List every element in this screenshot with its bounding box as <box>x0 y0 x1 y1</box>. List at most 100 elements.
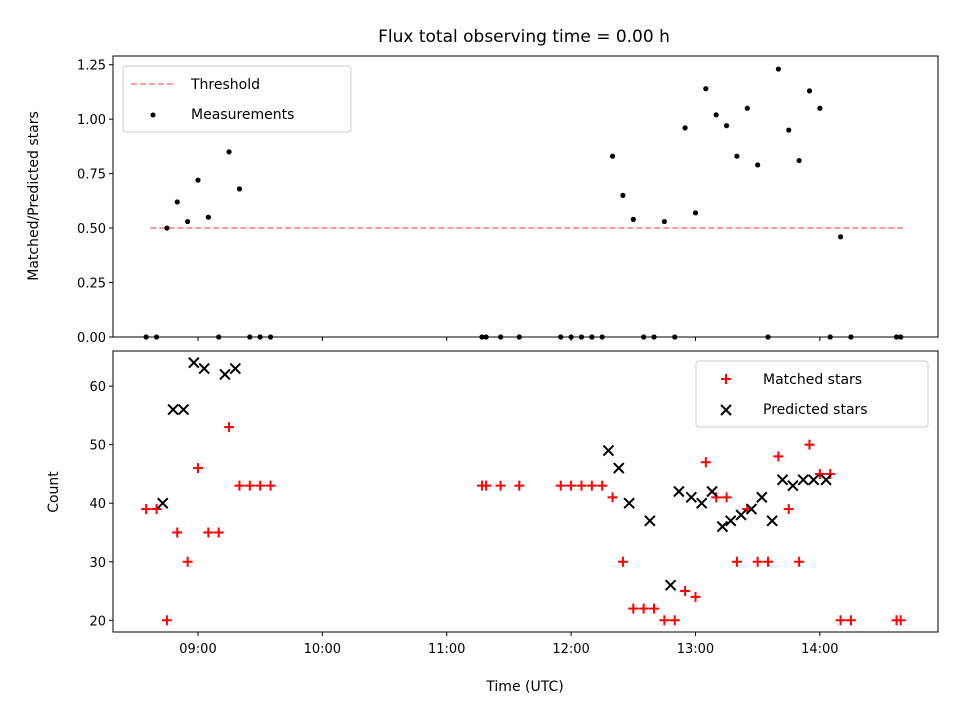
predicted-star-point <box>157 497 169 509</box>
marker-stroke <box>797 474 809 486</box>
y-tick-label: 20 <box>89 614 106 629</box>
predicted-star-point <box>706 485 718 498</box>
measurement-point <box>620 192 626 199</box>
marker-stroke <box>167 403 179 416</box>
measurement-point <box>786 127 792 133</box>
matched-star-point <box>161 615 172 626</box>
x-tick-label: 09:00 <box>179 642 216 657</box>
matched-star-point <box>213 527 224 538</box>
marker-stroke <box>756 491 768 504</box>
predicted-star-point <box>167 403 179 416</box>
matched-star-point <box>763 556 774 567</box>
matched-star-point <box>224 422 235 433</box>
matched-star-point <box>731 556 742 567</box>
measurement-point <box>837 234 844 240</box>
marker-stroke <box>673 485 685 498</box>
marker-stroke <box>613 462 625 474</box>
predicted-star-point <box>716 520 729 533</box>
predicted-star-point <box>177 403 190 416</box>
x-tick-label: 12:00 <box>552 642 589 657</box>
matched-star-point <box>495 480 506 491</box>
predicted-star-point <box>776 474 789 486</box>
legend-measurements-swatch <box>150 112 156 118</box>
predicted-star-point <box>644 515 656 527</box>
x-tick-label: 10:00 <box>304 642 341 657</box>
y-tick-label: 30 <box>89 556 106 571</box>
marker-stroke <box>229 362 242 375</box>
measurement-point <box>236 186 243 192</box>
matched-star-point <box>638 603 649 614</box>
y-tick-label: 60 <box>89 380 106 395</box>
matched-star-point <box>617 556 628 567</box>
matched-star-point <box>234 480 245 491</box>
matched-star-point <box>700 457 711 468</box>
measurement-point <box>661 218 667 225</box>
matched-star-point <box>711 492 722 503</box>
measurement-point <box>796 157 802 164</box>
matched-star-point <box>265 480 276 491</box>
matched-star-point <box>628 603 639 614</box>
predicted-star-point <box>745 503 758 515</box>
predicted-star-point <box>613 462 625 474</box>
count-chart-y-ticks: 20 30 40 50 60 <box>89 380 113 629</box>
matched-star-point <box>680 586 691 597</box>
legend-box <box>695 360 929 428</box>
ratio-chart-y-ticks: 0.00 0.25 0.50 0.75 1.00 1.25 <box>77 59 113 346</box>
x-tick-label: 14:00 <box>801 642 838 657</box>
marker-stroke <box>766 515 778 527</box>
predicted-star-point <box>725 515 737 527</box>
count-chart-y-label: Count <box>46 471 62 513</box>
predicted-star-point <box>787 479 799 492</box>
y-tick-label: 40 <box>89 497 106 512</box>
marker-stroke <box>695 497 708 509</box>
measurement-point <box>226 149 232 155</box>
measurement-point <box>775 66 781 72</box>
predicted-star-point <box>735 509 747 521</box>
predicted-star-point <box>766 515 778 527</box>
matched-star-point <box>244 480 255 491</box>
predicted-star-point <box>797 474 809 486</box>
marker-stroke <box>219 368 231 381</box>
legend-box <box>122 65 352 133</box>
measurement-point <box>703 86 709 92</box>
y-tick-label: 0.00 <box>77 331 106 346</box>
marker-stroke <box>725 515 737 527</box>
measurement-point <box>205 214 211 220</box>
matched-star-point <box>752 556 763 567</box>
measurement-point <box>744 105 750 111</box>
count-chart: 20 30 40 50 60 09:00 10:00 11:00 12:00 13:00 14:0… <box>46 350 939 695</box>
matched-star-point <box>555 480 566 491</box>
predicted-star-point <box>602 444 615 457</box>
measurement-point <box>195 177 201 183</box>
marker-stroke <box>776 474 789 486</box>
legend-threshold-label: Threshold <box>190 77 260 93</box>
y-tick-label: 0.75 <box>77 168 106 183</box>
matched-star-point <box>814 468 825 479</box>
y-tick-label: 50 <box>89 439 106 454</box>
marker-stroke <box>787 479 799 492</box>
matched-star-point <box>586 480 597 491</box>
measurement-point <box>630 216 636 222</box>
marker-stroke <box>157 497 169 509</box>
marker-stroke <box>716 520 729 533</box>
y-tick-label: 1.00 <box>77 113 106 128</box>
count-chart-x-ticks: 09:00 10:00 11:00 12:00 13:00 14:00 <box>179 632 839 657</box>
measurement-point <box>164 225 170 231</box>
measurement-point <box>713 112 719 118</box>
matched-star-point <box>794 556 805 567</box>
measurement-point <box>185 218 191 225</box>
marker-stroke <box>664 579 677 591</box>
matched-star-point <box>721 492 732 503</box>
matched-star-point <box>182 556 193 567</box>
marker-stroke <box>706 485 718 498</box>
measurement-point <box>734 153 740 159</box>
predicted-star-point <box>219 368 231 381</box>
count-chart-x-label: Time (UTC) <box>485 679 563 695</box>
y-tick-label: 1.25 <box>77 59 106 74</box>
matched-star-point <box>895 615 906 626</box>
matched-star-point <box>649 603 660 614</box>
matched-star-point <box>783 504 794 515</box>
matched-star-point <box>566 480 577 491</box>
marker-stroke <box>735 509 747 521</box>
marker-stroke <box>807 474 820 486</box>
